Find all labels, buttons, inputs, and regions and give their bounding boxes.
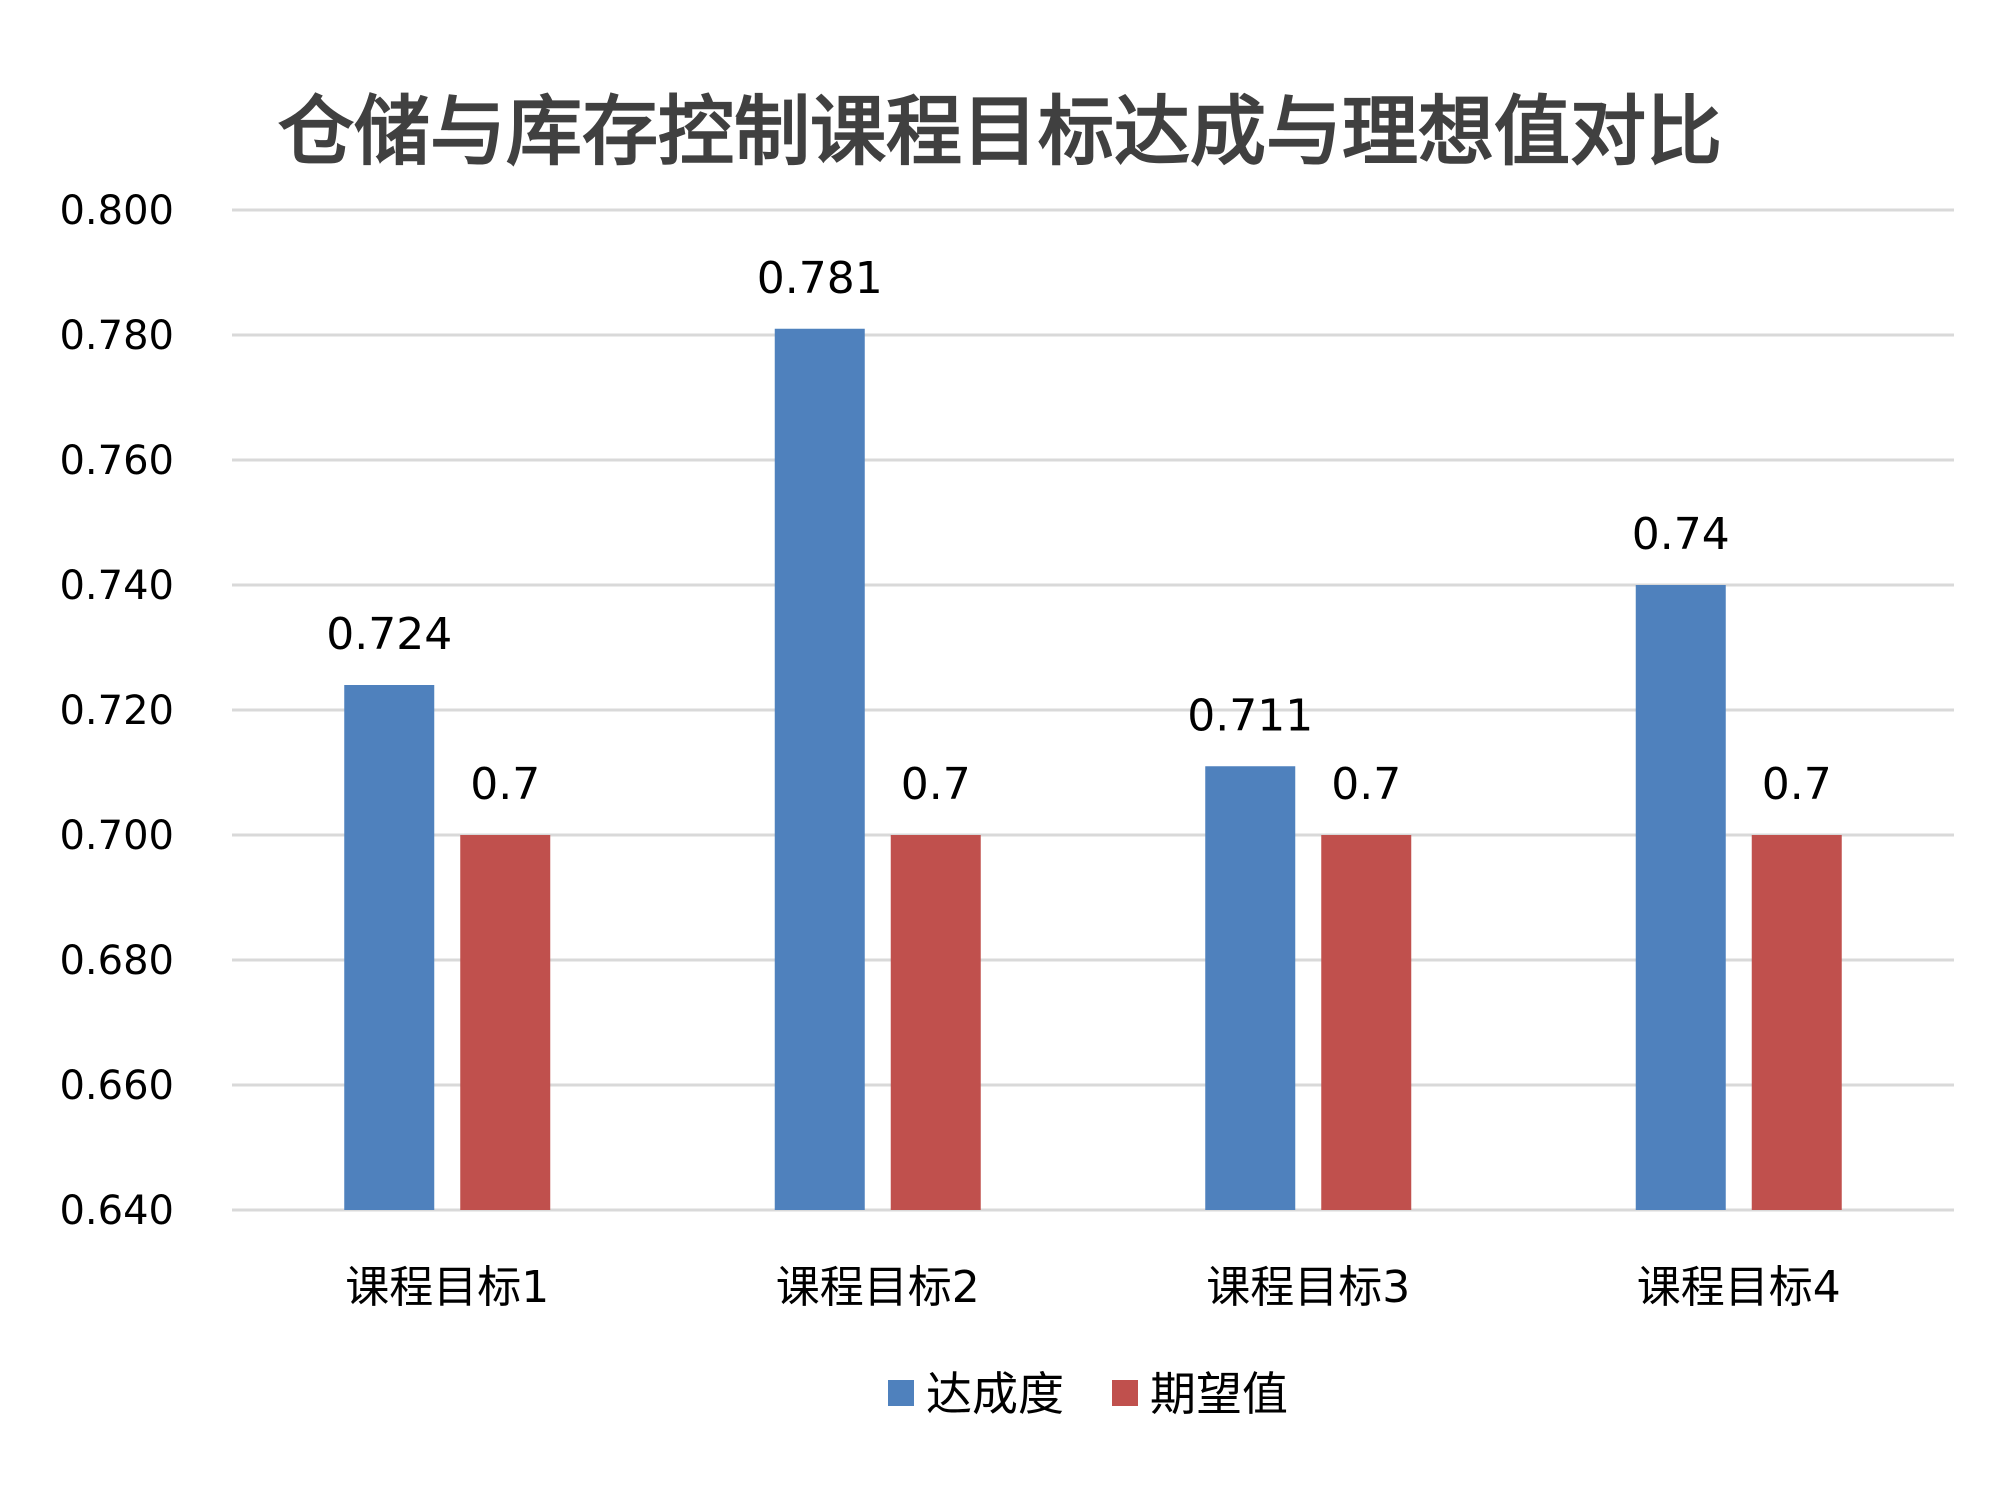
x-category-label: 课程目标3 [1206,1262,1410,1313]
bar-achievement-4 [1635,585,1726,1210]
y-tick-label: 0.700 [59,813,174,859]
y-tick-label: 0.640 [59,1188,174,1234]
data-label: 0.781 [757,253,883,304]
y-axis-tick-labels: 0.640 0.660 0.680 0.700 0.720 0.740 0.760 0.780… [59,188,174,1234]
y-tick-label: 0.780 [59,313,174,359]
data-label: 0.7 [901,759,971,810]
legend-swatch-2 [1112,1380,1138,1406]
data-label: 0.724 [326,609,452,660]
legend-label-1: 达成度 [926,1367,1064,1421]
bar-expected-4 [1751,835,1842,1210]
bar-achievement-3 [1205,766,1296,1210]
legend-swatch-1 [888,1380,914,1406]
x-category-label: 课程目标4 [1637,1262,1841,1313]
bar-expected-3 [1321,835,1412,1210]
bar-achievement-2 [774,328,865,1210]
y-tick-label: 0.800 [59,188,174,234]
x-category-label: 课程目标2 [776,1262,980,1313]
x-axis-category-labels: 课程目标1 课程目标2 课程目标3 课程目标4 [345,1262,1841,1313]
legend-label-2: 期望值 [1150,1367,1288,1421]
y-tick-label: 0.760 [59,438,174,484]
data-label: 0.7 [1331,759,1401,810]
y-tick-label: 0.720 [59,688,174,734]
x-category-label: 课程目标1 [345,1262,549,1313]
data-labels: 0.724 0.7 0.781 0.7 0.711 0.7 0.74 0.7 [326,253,1831,810]
data-label: 0.7 [470,759,540,810]
bars [344,328,1842,1210]
y-tick-label: 0.680 [59,938,174,984]
data-label: 0.711 [1187,690,1313,741]
bar-expected-2 [890,835,981,1210]
legend: 达成度 期望值 [888,1367,1288,1421]
y-tick-label: 0.740 [59,563,174,609]
data-label: 0.74 [1632,509,1730,560]
y-tick-label: 0.660 [59,1063,174,1109]
bar-achievement-1 [344,685,435,1210]
chart-title: 仓储与库存控制课程目标达成与理想值对比 [278,87,1722,176]
data-label: 0.7 [1762,759,1832,810]
bar-expected-1 [460,835,551,1210]
